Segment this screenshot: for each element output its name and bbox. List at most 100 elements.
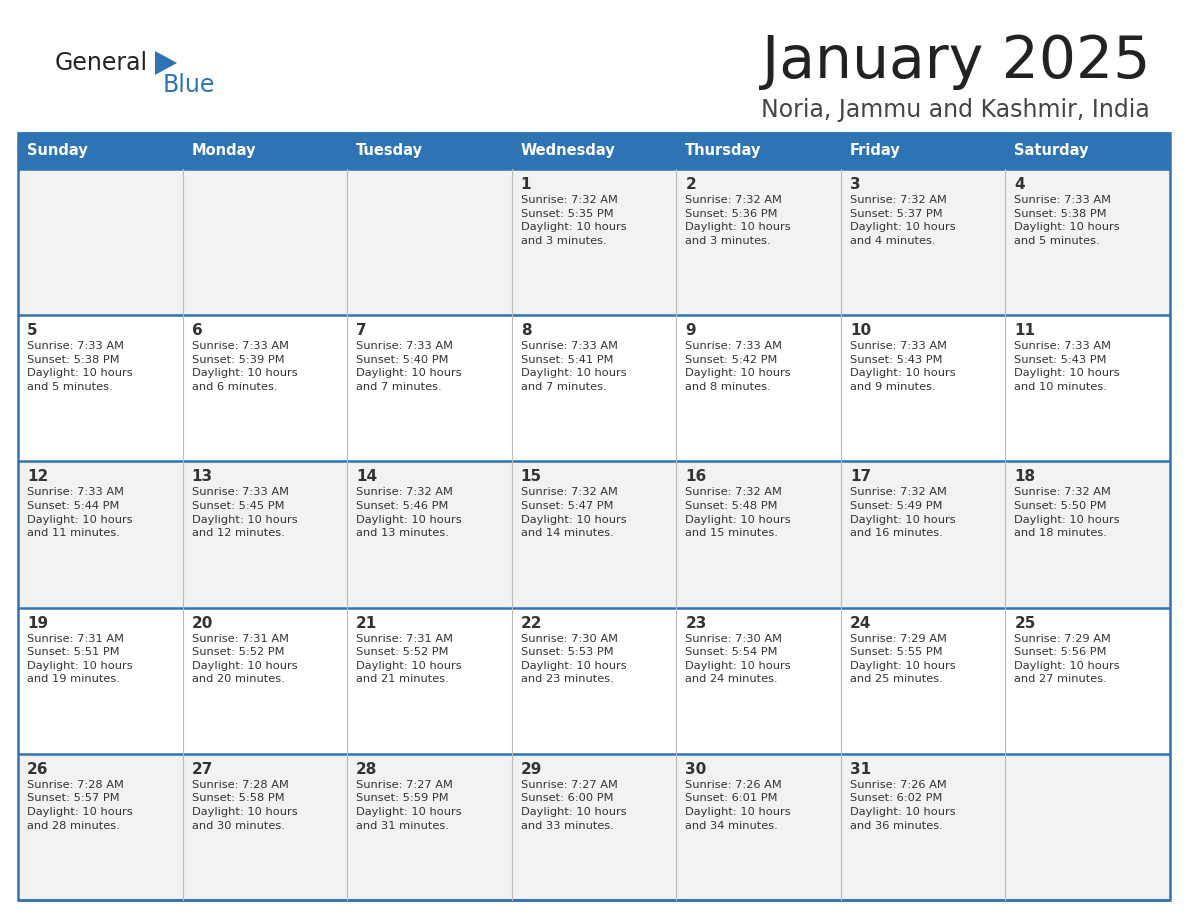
Text: 28: 28 — [356, 762, 378, 777]
Bar — [183, 608, 347, 754]
Text: 15: 15 — [520, 469, 542, 485]
Text: Friday: Friday — [849, 143, 901, 159]
Bar — [512, 169, 676, 315]
Bar — [18, 315, 183, 462]
Text: Sunrise: 7:33 AM
Sunset: 5:39 PM
Daylight: 10 hours
and 6 minutes.: Sunrise: 7:33 AM Sunset: 5:39 PM Dayligh… — [191, 341, 297, 392]
Bar — [1005, 169, 1170, 315]
Text: Sunrise: 7:32 AM
Sunset: 5:50 PM
Daylight: 10 hours
and 18 minutes.: Sunrise: 7:32 AM Sunset: 5:50 PM Dayligh… — [1015, 487, 1120, 538]
Bar — [347, 608, 512, 754]
Bar — [183, 133, 347, 169]
Bar — [18, 169, 183, 315]
Text: Sunrise: 7:29 AM
Sunset: 5:56 PM
Daylight: 10 hours
and 27 minutes.: Sunrise: 7:29 AM Sunset: 5:56 PM Dayligh… — [1015, 633, 1120, 685]
Text: Sunrise: 7:30 AM
Sunset: 5:53 PM
Daylight: 10 hours
and 23 minutes.: Sunrise: 7:30 AM Sunset: 5:53 PM Dayligh… — [520, 633, 626, 685]
Bar — [841, 315, 1005, 462]
Bar — [183, 315, 347, 462]
Text: 8: 8 — [520, 323, 531, 338]
Text: Sunrise: 7:33 AM
Sunset: 5:40 PM
Daylight: 10 hours
and 7 minutes.: Sunrise: 7:33 AM Sunset: 5:40 PM Dayligh… — [356, 341, 462, 392]
Text: Sunrise: 7:26 AM
Sunset: 6:01 PM
Daylight: 10 hours
and 34 minutes.: Sunrise: 7:26 AM Sunset: 6:01 PM Dayligh… — [685, 779, 791, 831]
Text: 14: 14 — [356, 469, 378, 485]
Text: 3: 3 — [849, 177, 860, 192]
Text: Sunrise: 7:30 AM
Sunset: 5:54 PM
Daylight: 10 hours
and 24 minutes.: Sunrise: 7:30 AM Sunset: 5:54 PM Dayligh… — [685, 633, 791, 685]
Bar — [676, 462, 841, 608]
Text: Sunrise: 7:32 AM
Sunset: 5:36 PM
Daylight: 10 hours
and 3 minutes.: Sunrise: 7:32 AM Sunset: 5:36 PM Dayligh… — [685, 195, 791, 246]
Text: 10: 10 — [849, 323, 871, 338]
Text: 27: 27 — [191, 762, 213, 777]
Bar — [512, 133, 676, 169]
Bar — [1005, 462, 1170, 608]
Bar — [183, 462, 347, 608]
Text: Sunrise: 7:32 AM
Sunset: 5:35 PM
Daylight: 10 hours
and 3 minutes.: Sunrise: 7:32 AM Sunset: 5:35 PM Dayligh… — [520, 195, 626, 246]
Text: Sunrise: 7:33 AM
Sunset: 5:38 PM
Daylight: 10 hours
and 5 minutes.: Sunrise: 7:33 AM Sunset: 5:38 PM Dayligh… — [27, 341, 133, 392]
Bar — [347, 315, 512, 462]
Bar — [1005, 754, 1170, 900]
Bar — [512, 754, 676, 900]
Text: General: General — [55, 51, 148, 75]
Text: Sunrise: 7:32 AM
Sunset: 5:46 PM
Daylight: 10 hours
and 13 minutes.: Sunrise: 7:32 AM Sunset: 5:46 PM Dayligh… — [356, 487, 462, 538]
Text: 25: 25 — [1015, 616, 1036, 631]
Text: 31: 31 — [849, 762, 871, 777]
Bar — [18, 133, 183, 169]
Text: 26: 26 — [27, 762, 49, 777]
Bar — [18, 462, 183, 608]
Text: 11: 11 — [1015, 323, 1036, 338]
Bar — [841, 462, 1005, 608]
Text: Sunrise: 7:33 AM
Sunset: 5:44 PM
Daylight: 10 hours
and 11 minutes.: Sunrise: 7:33 AM Sunset: 5:44 PM Dayligh… — [27, 487, 133, 538]
Text: Sunrise: 7:33 AM
Sunset: 5:43 PM
Daylight: 10 hours
and 9 minutes.: Sunrise: 7:33 AM Sunset: 5:43 PM Dayligh… — [849, 341, 955, 392]
Text: January 2025: January 2025 — [762, 33, 1150, 91]
Text: 30: 30 — [685, 762, 707, 777]
Text: Sunrise: 7:29 AM
Sunset: 5:55 PM
Daylight: 10 hours
and 25 minutes.: Sunrise: 7:29 AM Sunset: 5:55 PM Dayligh… — [849, 633, 955, 685]
Text: Sunrise: 7:33 AM
Sunset: 5:45 PM
Daylight: 10 hours
and 12 minutes.: Sunrise: 7:33 AM Sunset: 5:45 PM Dayligh… — [191, 487, 297, 538]
Text: Sunrise: 7:33 AM
Sunset: 5:42 PM
Daylight: 10 hours
and 8 minutes.: Sunrise: 7:33 AM Sunset: 5:42 PM Dayligh… — [685, 341, 791, 392]
Bar — [841, 754, 1005, 900]
Bar — [676, 754, 841, 900]
Text: 22: 22 — [520, 616, 542, 631]
Bar — [676, 315, 841, 462]
Text: Sunrise: 7:33 AM
Sunset: 5:41 PM
Daylight: 10 hours
and 7 minutes.: Sunrise: 7:33 AM Sunset: 5:41 PM Dayligh… — [520, 341, 626, 392]
Text: 5: 5 — [27, 323, 38, 338]
Text: 13: 13 — [191, 469, 213, 485]
Bar — [347, 169, 512, 315]
Text: Sunrise: 7:26 AM
Sunset: 6:02 PM
Daylight: 10 hours
and 36 minutes.: Sunrise: 7:26 AM Sunset: 6:02 PM Dayligh… — [849, 779, 955, 831]
Text: 16: 16 — [685, 469, 707, 485]
Polygon shape — [154, 51, 177, 75]
Text: Sunrise: 7:32 AM
Sunset: 5:48 PM
Daylight: 10 hours
and 15 minutes.: Sunrise: 7:32 AM Sunset: 5:48 PM Dayligh… — [685, 487, 791, 538]
Bar — [512, 462, 676, 608]
Text: Sunrise: 7:28 AM
Sunset: 5:57 PM
Daylight: 10 hours
and 28 minutes.: Sunrise: 7:28 AM Sunset: 5:57 PM Dayligh… — [27, 779, 133, 831]
Bar — [347, 133, 512, 169]
Text: Saturday: Saturday — [1015, 143, 1089, 159]
Text: Monday: Monday — [191, 143, 257, 159]
Text: Sunrise: 7:28 AM
Sunset: 5:58 PM
Daylight: 10 hours
and 30 minutes.: Sunrise: 7:28 AM Sunset: 5:58 PM Dayligh… — [191, 779, 297, 831]
Text: Sunrise: 7:33 AM
Sunset: 5:43 PM
Daylight: 10 hours
and 10 minutes.: Sunrise: 7:33 AM Sunset: 5:43 PM Dayligh… — [1015, 341, 1120, 392]
Text: Wednesday: Wednesday — [520, 143, 615, 159]
Text: Sunrise: 7:33 AM
Sunset: 5:38 PM
Daylight: 10 hours
and 5 minutes.: Sunrise: 7:33 AM Sunset: 5:38 PM Dayligh… — [1015, 195, 1120, 246]
Bar — [183, 169, 347, 315]
Text: Sunrise: 7:27 AM
Sunset: 6:00 PM
Daylight: 10 hours
and 33 minutes.: Sunrise: 7:27 AM Sunset: 6:00 PM Dayligh… — [520, 779, 626, 831]
Text: Tuesday: Tuesday — [356, 143, 423, 159]
Text: 7: 7 — [356, 323, 367, 338]
Bar — [676, 608, 841, 754]
Bar — [1005, 133, 1170, 169]
Text: 24: 24 — [849, 616, 871, 631]
Text: 17: 17 — [849, 469, 871, 485]
Text: Sunrise: 7:31 AM
Sunset: 5:52 PM
Daylight: 10 hours
and 21 minutes.: Sunrise: 7:31 AM Sunset: 5:52 PM Dayligh… — [356, 633, 462, 685]
Text: 23: 23 — [685, 616, 707, 631]
Bar — [841, 169, 1005, 315]
Text: 6: 6 — [191, 323, 202, 338]
Text: 4: 4 — [1015, 177, 1025, 192]
Text: Thursday: Thursday — [685, 143, 762, 159]
Bar — [1005, 315, 1170, 462]
Bar — [347, 462, 512, 608]
Text: Sunrise: 7:27 AM
Sunset: 5:59 PM
Daylight: 10 hours
and 31 minutes.: Sunrise: 7:27 AM Sunset: 5:59 PM Dayligh… — [356, 779, 462, 831]
Bar — [1005, 608, 1170, 754]
Bar — [676, 133, 841, 169]
Text: Sunday: Sunday — [27, 143, 88, 159]
Bar — [18, 133, 1170, 900]
Text: Sunrise: 7:32 AM
Sunset: 5:49 PM
Daylight: 10 hours
and 16 minutes.: Sunrise: 7:32 AM Sunset: 5:49 PM Dayligh… — [849, 487, 955, 538]
Text: 20: 20 — [191, 616, 213, 631]
Bar — [841, 133, 1005, 169]
Text: Blue: Blue — [163, 73, 215, 97]
Bar — [841, 608, 1005, 754]
Text: Noria, Jammu and Kashmir, India: Noria, Jammu and Kashmir, India — [762, 98, 1150, 122]
Bar — [512, 315, 676, 462]
Bar — [676, 169, 841, 315]
